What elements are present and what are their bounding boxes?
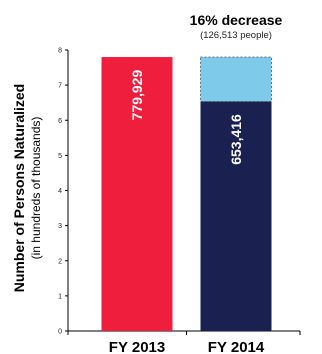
y-tick-label: 7: [58, 83, 62, 90]
y-tick-label: 8: [58, 48, 62, 55]
bar-fy2014: [200, 101, 272, 331]
y-tick-label: 0: [58, 329, 62, 336]
y-axis-subtitle: (in hundreds of thousands): [29, 117, 43, 260]
y-tick-label: 5: [58, 153, 62, 160]
x-category-label: FY 2013: [109, 339, 165, 354]
bars: [101, 56, 272, 332]
x-category-label: FY 2014: [208, 339, 265, 354]
y-tick-label: 3: [58, 223, 62, 230]
bar-decrease-segment: [200, 56, 272, 102]
labels: FY 2013 779,929 FY 2014 653,416: [109, 70, 265, 354]
decrease-annotation-title: 16% decrease: [190, 12, 283, 28]
decrease-annotation-subtitle: (126,513 people): [200, 30, 272, 41]
y-tick-label: 6: [58, 118, 62, 125]
y-axis-title: Number of Persons Naturalized: [11, 84, 27, 293]
bar-fy2013: [101, 57, 173, 332]
y-tick-label: 2: [58, 258, 62, 265]
bar-value-label: 653,416: [228, 114, 244, 165]
y-tick-label: 4: [58, 188, 62, 195]
y-tick-label: 1: [58, 293, 62, 300]
bar-value-label: 779,929: [129, 70, 145, 121]
